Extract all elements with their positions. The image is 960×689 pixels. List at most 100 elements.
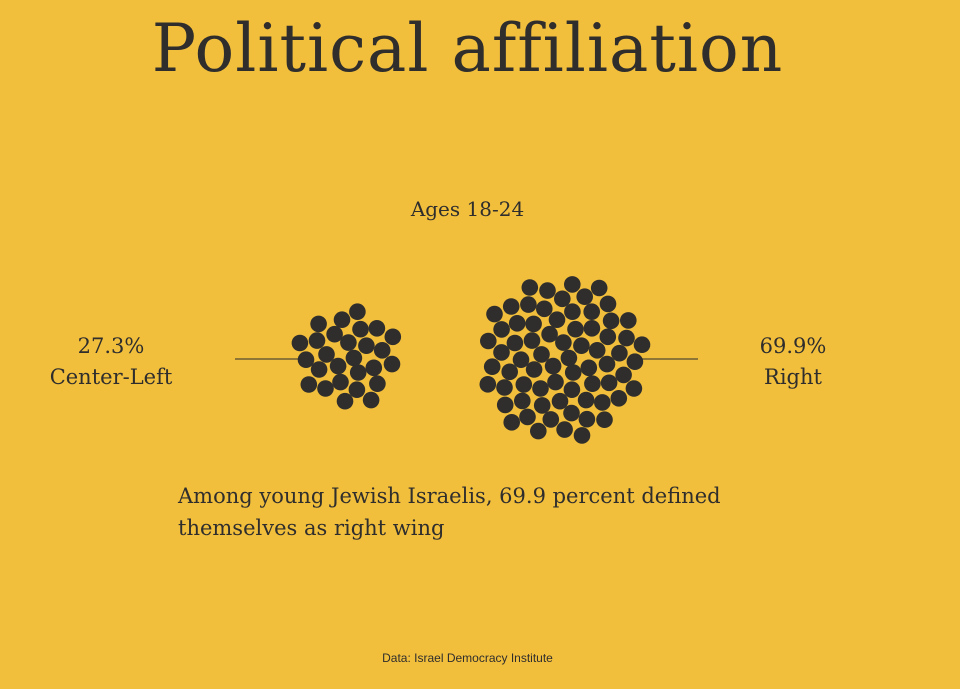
center-left-dot	[352, 320, 369, 338]
right-dot	[519, 408, 536, 426]
center-left-dot	[332, 373, 349, 391]
cluster-center-left	[291, 303, 402, 410]
right-dot	[564, 364, 582, 381]
right-dot	[602, 312, 620, 330]
center-left-dot	[384, 328, 402, 346]
right-dot	[598, 355, 616, 373]
right-dot	[564, 276, 581, 293]
right-dot	[496, 396, 514, 414]
name-center-left: Center-Left	[49, 365, 173, 389]
label-center-left: 27.3% Center-Left	[36, 331, 186, 393]
right-dot	[633, 336, 651, 354]
right-dot	[493, 321, 510, 338]
right-dot	[530, 422, 547, 440]
right-dot	[626, 353, 644, 371]
right-dot	[573, 337, 590, 355]
cluster-right	[479, 276, 651, 444]
right-dot	[525, 315, 542, 333]
right-dot	[620, 312, 637, 329]
value-center-left: 27.3%	[77, 334, 145, 358]
right-dot	[599, 328, 617, 346]
right-dot	[502, 298, 520, 315]
right-dot	[496, 379, 513, 396]
center-left-dot	[368, 320, 386, 337]
right-dot	[548, 311, 566, 329]
center-left-dot	[336, 392, 354, 410]
right-dot	[578, 410, 596, 428]
center-left-dot	[369, 375, 386, 393]
right-dot	[480, 332, 497, 350]
right-dot	[533, 397, 551, 414]
center-left-dot	[348, 381, 366, 399]
right-dot	[584, 375, 601, 393]
center-left-dot	[345, 349, 363, 367]
right-dot	[539, 282, 556, 299]
right-dot	[483, 358, 501, 376]
right-dot	[573, 427, 591, 444]
right-dot	[542, 411, 560, 428]
center-left-dot	[383, 355, 401, 373]
center-left-dot	[329, 357, 347, 375]
right-dot	[615, 366, 632, 384]
right-dot	[547, 373, 564, 391]
right-dot	[541, 325, 558, 343]
center-left-dot	[365, 359, 383, 377]
right-dot	[580, 359, 598, 377]
right-dot	[576, 288, 593, 306]
center-left-dot	[340, 334, 357, 351]
right-dot	[564, 303, 581, 321]
right-dot	[503, 414, 520, 431]
name-right: Right	[764, 365, 822, 389]
right-dot	[536, 300, 553, 318]
center-left-dot	[308, 332, 326, 349]
right-dot	[625, 380, 643, 397]
right-dot	[563, 404, 580, 422]
right-dot	[618, 329, 635, 347]
right-dot	[493, 344, 510, 361]
right-dot	[567, 320, 584, 338]
right-dot	[479, 376, 497, 393]
chart-caption: Among young Jewish Israelis, 69.9 percen…	[178, 484, 721, 540]
center-left-dot	[362, 391, 380, 409]
right-dot	[556, 421, 573, 438]
right-dot	[600, 374, 618, 392]
center-left-dot	[317, 380, 334, 397]
center-left-dot	[318, 346, 335, 363]
right-dot	[525, 361, 543, 378]
right-dot	[583, 320, 601, 337]
right-dot	[520, 296, 537, 313]
right-dot	[523, 332, 541, 349]
right-dot	[560, 349, 578, 367]
data-source: Data: Israel Democracy Institute	[382, 651, 553, 665]
right-dot	[521, 279, 539, 296]
right-dot	[611, 344, 628, 362]
center-left-dot	[373, 342, 391, 359]
right-dot	[508, 315, 526, 332]
right-dot	[588, 342, 606, 359]
right-dot	[599, 295, 617, 313]
center-left-dot	[297, 351, 315, 369]
chart-title: Political affiliation	[151, 10, 784, 87]
center-left-dot	[310, 315, 327, 333]
right-dot	[512, 351, 530, 369]
center-left-dot	[310, 361, 328, 378]
right-dot	[486, 305, 503, 323]
right-dot	[501, 363, 518, 381]
right-dot	[515, 376, 533, 393]
center-left-dot	[300, 376, 318, 393]
right-dot	[554, 290, 571, 308]
label-right: 69.9% Right	[720, 331, 866, 393]
right-dot	[532, 380, 549, 397]
right-dot	[594, 394, 611, 411]
right-dot	[583, 303, 600, 321]
center-left-dot	[349, 303, 366, 321]
right-dot	[533, 346, 550, 363]
chart-subtitle: Ages 18-24	[410, 197, 525, 221]
center-left-dot	[349, 364, 367, 381]
right-dot	[577, 391, 595, 409]
value-right: 69.9%	[759, 334, 827, 358]
right-dot	[514, 392, 531, 410]
center-left-dot	[333, 311, 351, 329]
right-dot	[563, 381, 581, 399]
